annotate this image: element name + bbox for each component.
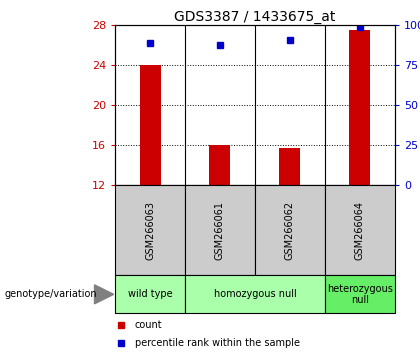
Text: GSM266063: GSM266063 [145, 201, 155, 260]
Text: wild type: wild type [128, 289, 172, 299]
Bar [115, 275, 185, 313]
Bar [139, 65, 160, 185]
Text: genotype/variation: genotype/variation [4, 289, 97, 299]
Title: GDS3387 / 1433675_at: GDS3387 / 1433675_at [174, 10, 336, 24]
Text: GSM266061: GSM266061 [215, 201, 225, 260]
Text: percentile rank within the sample: percentile rank within the sample [135, 338, 299, 348]
Text: GSM266064: GSM266064 [355, 201, 365, 260]
Bar [210, 145, 231, 185]
Bar [349, 30, 370, 185]
Polygon shape [94, 285, 114, 304]
Bar [255, 185, 325, 275]
Bar [185, 185, 255, 275]
Text: heterozygous
null: heterozygous null [327, 284, 393, 305]
Text: count: count [135, 320, 162, 330]
Bar [325, 275, 395, 313]
Text: homozygous null: homozygous null [213, 289, 297, 299]
Bar [325, 185, 395, 275]
Bar [115, 185, 185, 275]
Text: GSM266062: GSM266062 [285, 201, 295, 260]
Bar [185, 275, 325, 313]
Bar [279, 148, 300, 185]
